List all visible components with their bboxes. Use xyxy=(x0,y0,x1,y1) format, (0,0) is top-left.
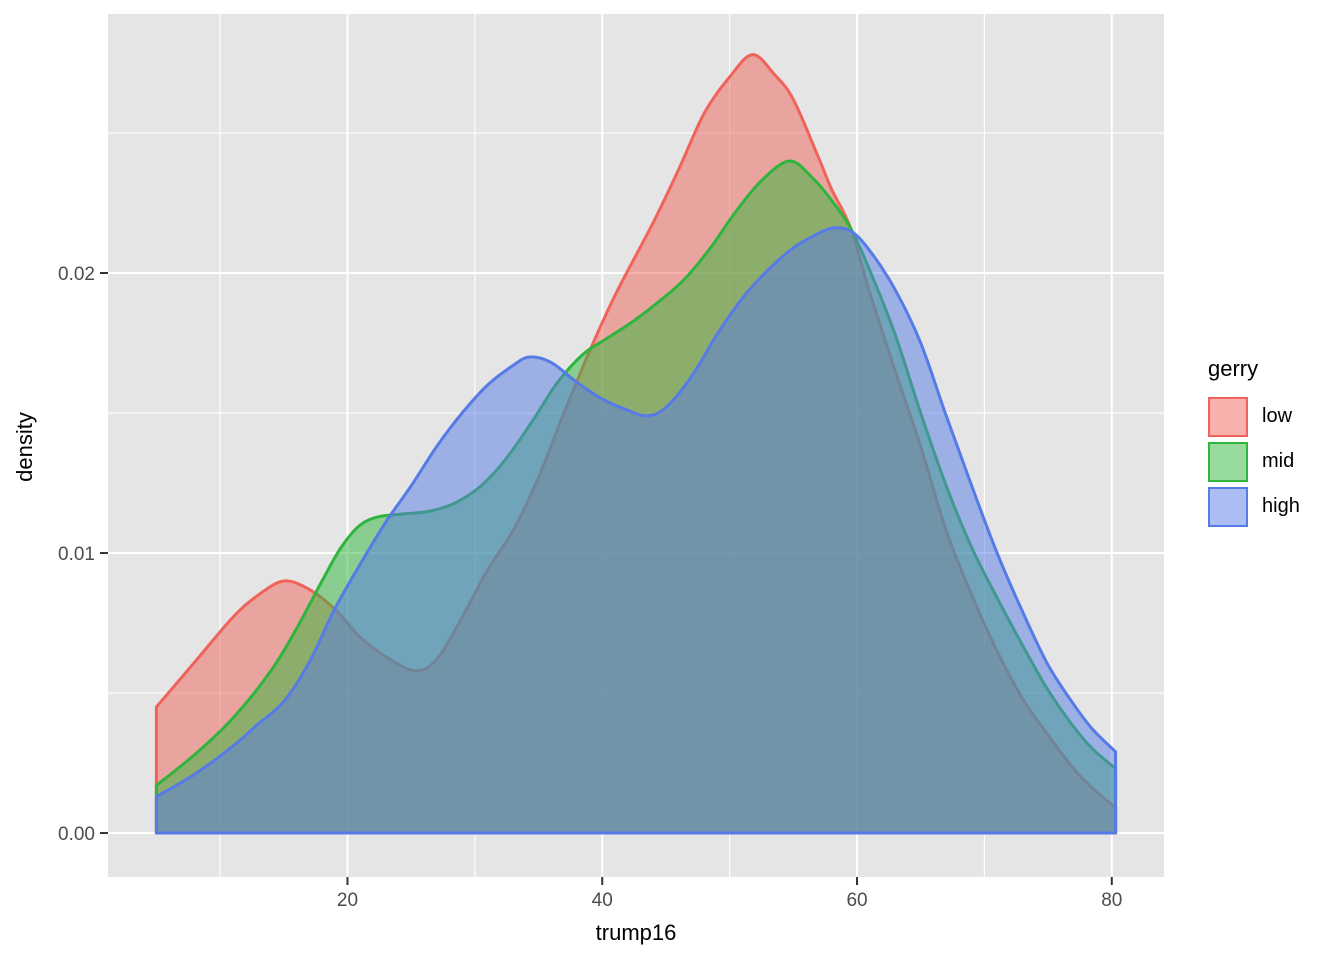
legend-key-mid xyxy=(1208,441,1248,482)
x-tick-label: 40 xyxy=(592,890,613,911)
y-tick-label: 0.00 xyxy=(58,824,95,845)
x-tick-label: 80 xyxy=(1101,890,1122,911)
legend-item-mid: mid xyxy=(1208,439,1300,484)
y-axis-title: density xyxy=(12,412,37,482)
legend-key-high xyxy=(1208,486,1248,527)
legend-items: low mid high xyxy=(1208,394,1300,529)
y-tick-label: 0.02 xyxy=(58,264,95,285)
legend-label-mid: mid xyxy=(1262,450,1295,472)
legend-item-low: low xyxy=(1208,394,1300,439)
legend-title: gerry xyxy=(1208,356,1259,381)
legend-key-low xyxy=(1208,396,1248,437)
x-axis-title: trump16 xyxy=(595,920,677,945)
x-tick-label: 20 xyxy=(337,890,358,911)
legend: gerry low mid high xyxy=(1208,356,1300,529)
legend-label-low: low xyxy=(1262,405,1293,427)
density-area-high xyxy=(154,226,1118,835)
legend-item-high: high xyxy=(1208,484,1300,529)
y-tick-label: 0.01 xyxy=(58,544,95,565)
x-tick-label: 60 xyxy=(846,890,867,911)
legend-label-high: high xyxy=(1262,495,1300,517)
